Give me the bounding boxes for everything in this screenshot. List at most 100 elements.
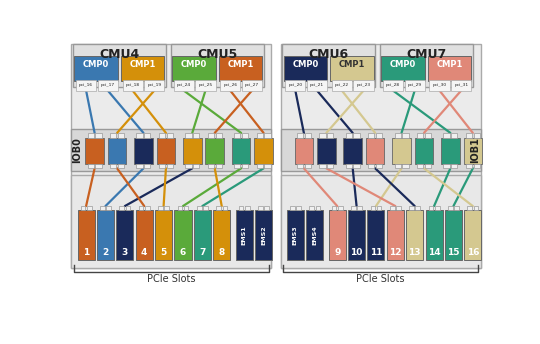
Bar [448,206,453,210]
Bar [208,164,214,168]
Bar [245,206,249,210]
Text: EMS3: EMS3 [293,225,298,245]
Bar [443,164,450,168]
Bar [443,133,450,138]
Bar [155,210,172,260]
Bar [217,206,221,210]
Bar [415,138,433,164]
Text: pci_30: pci_30 [433,83,447,87]
Text: pci_23: pci_23 [356,83,370,87]
Text: 16: 16 [467,248,479,257]
Bar [234,164,240,168]
Bar [366,138,384,164]
Bar [73,44,166,87]
Bar [203,206,208,210]
Bar [329,210,346,260]
Bar [265,164,271,168]
Bar [145,206,150,210]
Bar [222,206,227,210]
Bar [255,210,272,260]
Text: IOB1: IOB1 [470,137,480,163]
Bar [193,164,199,168]
Bar [171,44,264,87]
Bar [194,210,211,260]
Bar [110,164,116,168]
Bar [123,80,143,90]
Text: pci_27: pci_27 [245,83,259,87]
Bar [392,138,411,164]
Bar [387,210,404,260]
Text: EMS4: EMS4 [312,225,317,245]
Bar [219,56,262,80]
Text: PCIe Slots: PCIe Slots [356,274,405,284]
Text: PCIe Slots: PCIe Slots [147,274,195,284]
Bar [75,56,118,80]
Bar [98,80,118,90]
Bar [118,164,124,168]
Bar [172,56,215,80]
Bar [242,164,248,168]
Bar [295,138,313,164]
Text: CMP0: CMP0 [83,60,109,69]
Bar [474,206,478,210]
Text: 1: 1 [83,248,89,257]
Bar [121,56,164,80]
Bar [71,44,271,268]
Bar [139,206,144,210]
Text: pci_24: pci_24 [177,83,191,87]
Bar [327,133,333,138]
Bar [76,80,96,90]
Text: CMP0: CMP0 [390,60,416,69]
Bar [417,133,423,138]
Bar [239,206,244,210]
Bar [319,164,326,168]
Bar [258,206,263,210]
Text: CMP0: CMP0 [292,60,319,69]
Text: pci_28: pci_28 [386,83,400,87]
Bar [193,133,199,138]
Bar [338,206,342,210]
Text: CMU5: CMU5 [197,49,237,62]
Bar [118,133,124,138]
Bar [71,175,271,268]
Text: CMU7: CMU7 [406,49,447,62]
Bar [208,133,214,138]
Bar [284,56,327,80]
Bar [402,133,408,138]
Bar [428,56,471,80]
Bar [368,164,374,168]
Bar [297,133,303,138]
Bar [426,210,443,260]
Text: CMP1: CMP1 [227,60,253,69]
Bar [184,206,188,210]
Bar [213,210,230,260]
Bar [159,164,165,168]
Bar [167,164,173,168]
Bar [195,80,215,90]
Bar [351,206,356,210]
Bar [287,210,304,260]
Text: pci_18: pci_18 [125,83,140,87]
Text: 15: 15 [447,248,460,257]
Bar [235,210,253,260]
Bar [126,206,130,210]
Text: pci_29: pci_29 [408,83,422,87]
Bar [144,80,164,90]
Bar [215,133,222,138]
Bar [174,210,192,260]
Text: CMU6: CMU6 [309,49,349,62]
Bar [395,133,401,138]
Bar [234,133,240,138]
Text: IOB0: IOB0 [72,137,82,163]
Bar [296,206,301,210]
Bar [445,210,462,260]
Bar [281,44,481,268]
Bar [183,138,201,164]
Bar [377,206,381,210]
Bar [463,138,482,164]
Bar [435,206,440,210]
Bar [80,206,85,210]
Bar [409,206,414,210]
Text: CMP1: CMP1 [130,60,156,69]
Bar [368,133,374,138]
